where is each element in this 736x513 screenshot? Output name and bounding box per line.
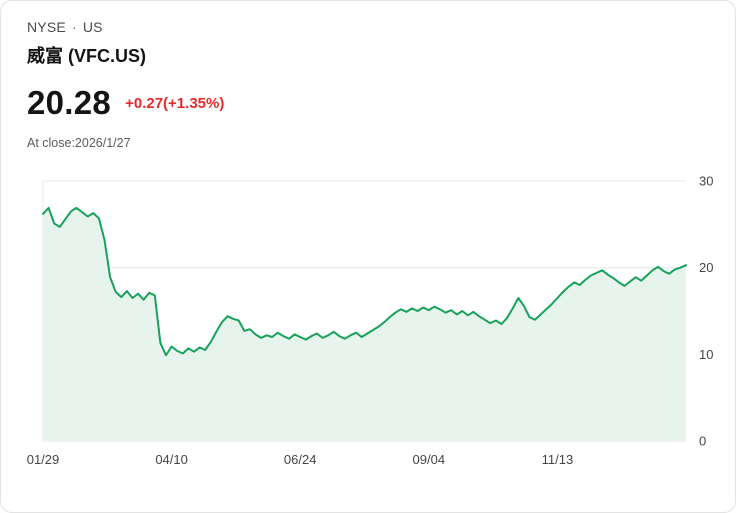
area-fill (43, 207, 686, 441)
y-axis-label: 20 (699, 260, 713, 275)
price-chart-svg: 0 10 20 30 01/29 04/10 06/24 09/04 11/13 (27, 174, 714, 468)
chart-area: 0 10 20 30 01/29 04/10 06/24 09/04 11/13 (13, 173, 725, 475)
price-change: +0.27(+1.35%) (125, 94, 225, 112)
stock-title: 威富 (VFC.US) (27, 46, 146, 66)
last-price: 20.28 (27, 84, 112, 121)
exchange-label: NYSE (27, 19, 66, 35)
y-axis-label: 0 (699, 434, 706, 449)
x-axis-label: 11/13 (542, 452, 574, 467)
exchange-line: NYSE · US (27, 19, 709, 35)
y-axis-label: 30 (699, 174, 713, 189)
x-axis-label: 01/29 (27, 452, 60, 467)
y-axis-label: 10 (699, 347, 713, 362)
region-label: US (82, 19, 103, 35)
price-line (42, 206, 687, 357)
x-axis-label: 09/04 (413, 452, 446, 467)
price-row: 20.28 +0.27(+1.35%) (27, 84, 709, 122)
close-info: At close:2026/1/27 (27, 136, 131, 150)
separator-dot: · (71, 19, 77, 35)
x-axis-label: 04/10 (155, 452, 188, 467)
quote-header: NYSE · US 威富 (VFC.US) 20.28 +0.27(+1.35%) … (1, 1, 735, 150)
x-axis-label: 06/24 (284, 452, 317, 467)
